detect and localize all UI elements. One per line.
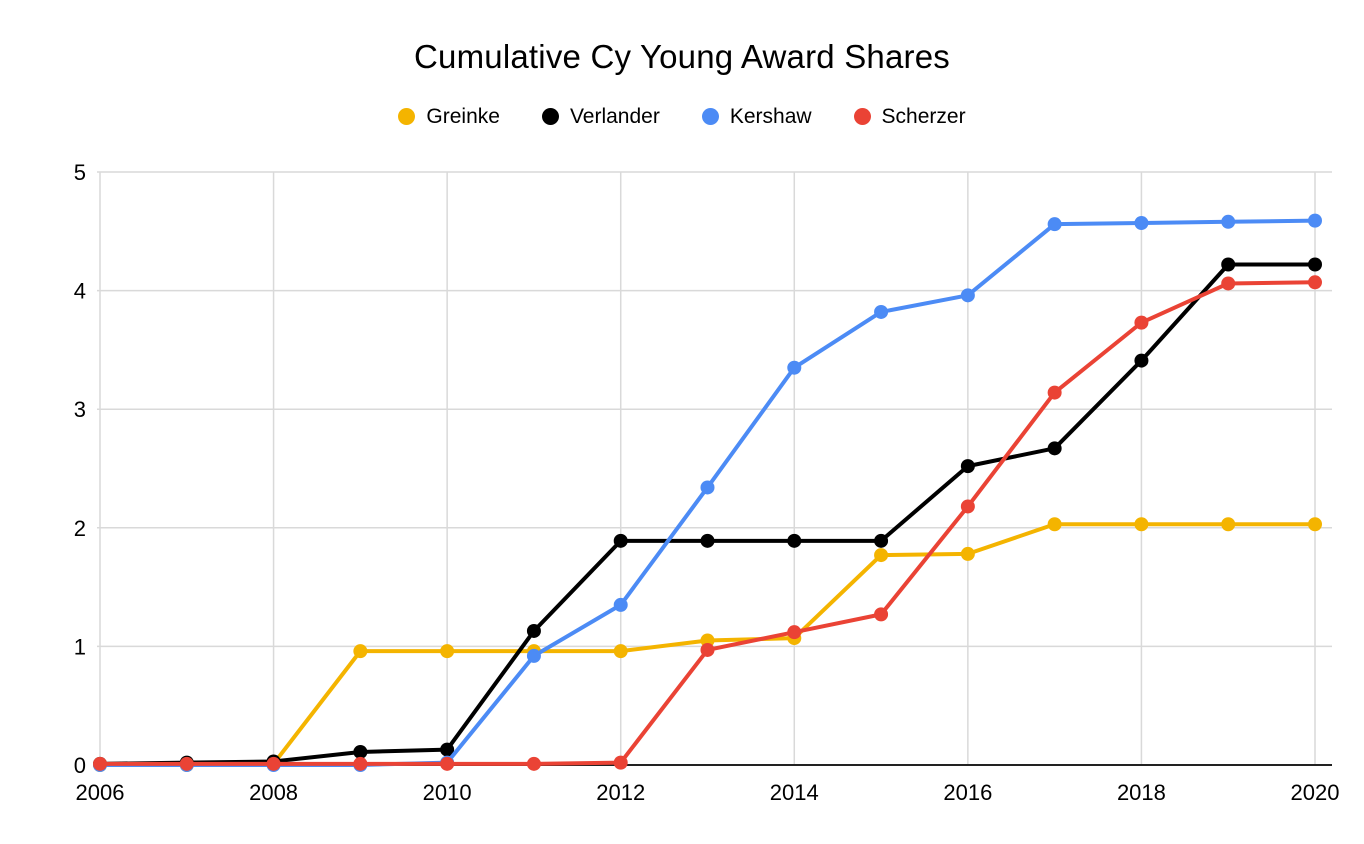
data-point-verlander — [1047, 441, 1062, 456]
data-point-greinke — [874, 548, 889, 563]
x-tick-label: 2014 — [770, 780, 819, 805]
data-point-verlander — [960, 459, 975, 474]
data-point-greinke — [1221, 517, 1236, 532]
x-tick-label: 2010 — [423, 780, 472, 805]
x-tick-label: 2006 — [76, 780, 125, 805]
data-point-scherzer — [960, 499, 975, 514]
data-point-scherzer — [179, 756, 194, 771]
data-point-scherzer — [1134, 315, 1149, 330]
legend-item-scherzer: Scherzer — [853, 105, 966, 128]
x-tick-label: 2008 — [249, 780, 298, 805]
legend-dot-greinke — [398, 108, 416, 125]
x-tick-label: 2018 — [1117, 780, 1166, 805]
y-tick-label: 5 — [74, 160, 86, 185]
legend-label-verlander: Verlander — [569, 105, 660, 128]
data-point-scherzer — [266, 756, 281, 771]
data-point-greinke — [1308, 517, 1322, 532]
data-point-kershaw — [613, 597, 628, 612]
data-point-scherzer — [1308, 275, 1322, 290]
data-point-kershaw — [1221, 214, 1236, 229]
data-point-kershaw — [1308, 213, 1322, 228]
data-point-verlander — [1134, 353, 1149, 368]
data-point-kershaw — [960, 288, 975, 303]
legend-item-verlander: Verlander — [541, 105, 660, 128]
legend-label-scherzer: Scherzer — [881, 105, 966, 128]
data-point-scherzer — [440, 756, 455, 771]
x-tick-label: 2012 — [596, 780, 645, 805]
legend-item-kershaw: Kershaw — [701, 105, 812, 128]
data-point-scherzer — [1221, 276, 1236, 291]
data-point-scherzer — [613, 755, 628, 770]
legend-item-greinke: Greinke — [398, 106, 500, 127]
legend-dot-verlander — [541, 108, 559, 125]
data-point-verlander — [700, 533, 715, 548]
y-tick-label: 0 — [74, 753, 86, 778]
y-tick-label: 1 — [74, 634, 86, 659]
data-point-greinke — [1047, 517, 1062, 532]
y-tick-label: 3 — [74, 397, 86, 422]
data-point-scherzer — [93, 756, 107, 771]
data-point-verlander — [353, 744, 368, 759]
data-point-kershaw — [874, 304, 889, 319]
data-point-scherzer — [353, 756, 368, 771]
data-point-greinke — [960, 546, 975, 561]
legend-label-kershaw: Kershaw — [729, 105, 812, 128]
data-point-scherzer — [1047, 385, 1062, 400]
chart-legend: Greinke Verlander Kershaw Scherzer — [0, 106, 1364, 127]
data-point-scherzer — [787, 625, 802, 640]
y-tick-label: 2 — [74, 516, 86, 541]
data-point-kershaw — [700, 480, 715, 495]
data-point-kershaw — [1047, 217, 1062, 232]
y-tick-label: 4 — [74, 279, 86, 304]
data-point-scherzer — [874, 607, 889, 622]
data-point-kershaw — [526, 648, 541, 663]
data-point-verlander — [613, 533, 628, 548]
x-tick-label: 2016 — [943, 780, 992, 805]
data-point-greinke — [440, 644, 455, 659]
data-point-verlander — [440, 742, 455, 757]
legend-dot-scherzer — [853, 108, 871, 125]
data-point-greinke — [1134, 517, 1149, 532]
legend-dot-kershaw — [701, 108, 719, 125]
series-line-verlander — [98, 262, 1317, 766]
data-point-verlander — [526, 623, 541, 638]
data-point-scherzer — [700, 642, 715, 657]
data-point-greinke — [613, 644, 628, 659]
x-tick-label: 2020 — [1291, 780, 1340, 805]
data-point-greinke — [353, 644, 368, 659]
data-point-verlander — [874, 533, 889, 548]
data-point-verlander — [1308, 257, 1322, 272]
chart-title: Cumulative Cy Young Award Shares — [414, 38, 950, 75]
legend-label-greinke: Greinke — [426, 105, 500, 128]
data-point-verlander — [787, 533, 802, 548]
data-point-scherzer — [526, 756, 541, 771]
data-point-verlander — [1221, 257, 1236, 272]
data-point-kershaw — [1134, 215, 1149, 230]
data-point-kershaw — [787, 360, 802, 375]
